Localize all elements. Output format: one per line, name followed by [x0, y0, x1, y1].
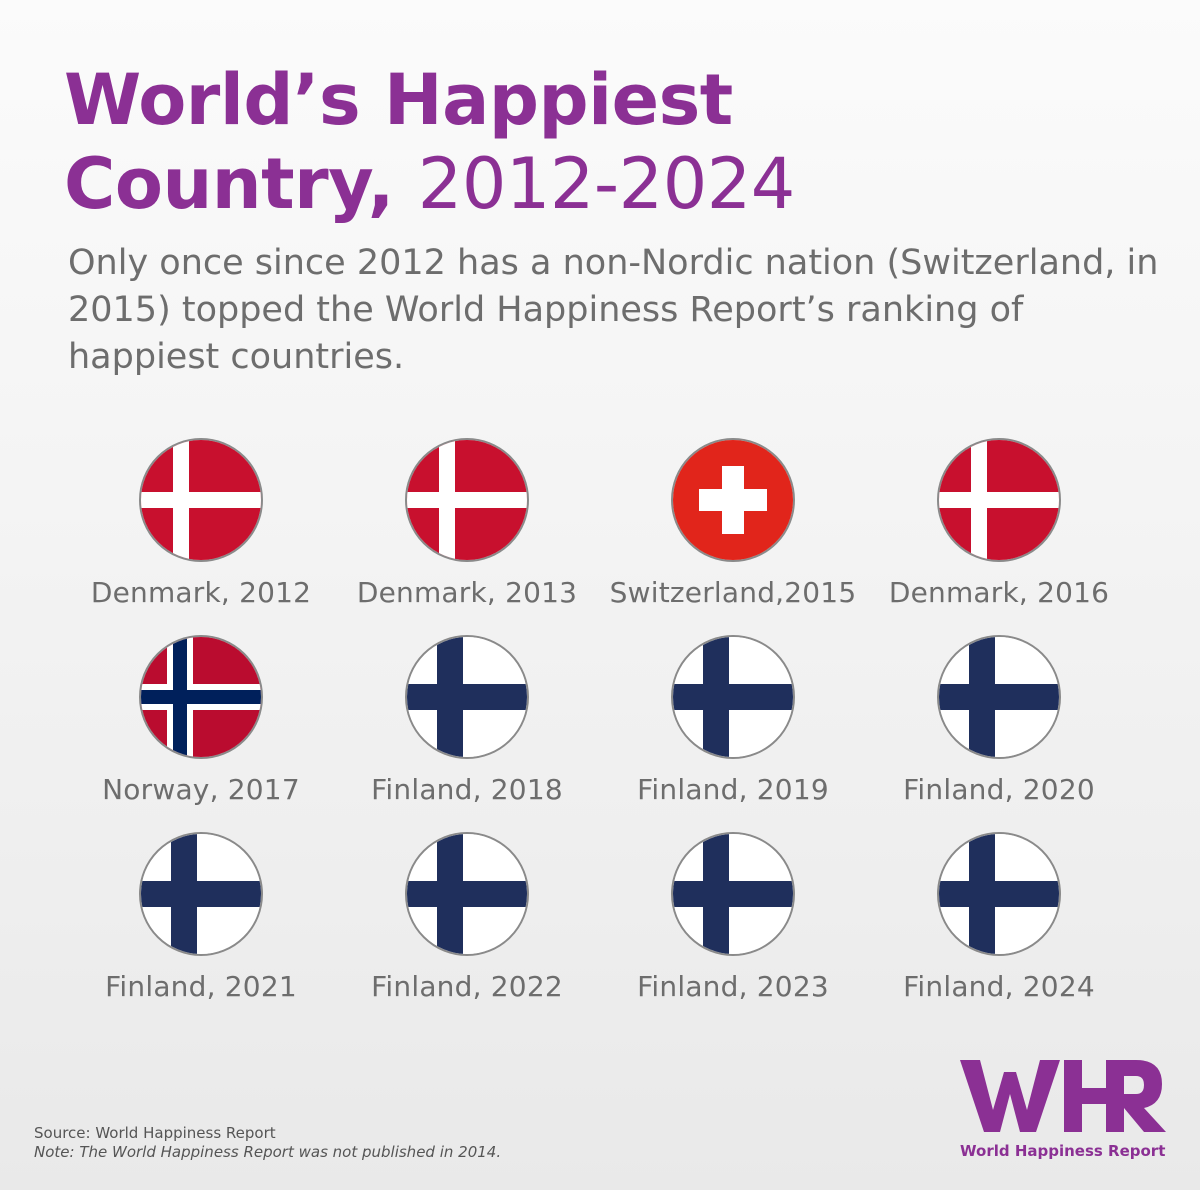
switzerland-flag-icon [671, 438, 795, 562]
country-year-label: Denmark, 2012 [90, 576, 312, 609]
whr-logo: World Happiness Report [960, 1058, 1170, 1160]
title-line-1: World’s Happiest [64, 59, 733, 141]
finland-flag-icon [139, 832, 263, 956]
country-year-label: Finland, 2018 [371, 773, 563, 806]
finland-flag-icon [405, 635, 529, 759]
subtitle: Only once since 2012 has a non-Nordic na… [68, 243, 1159, 377]
country-entry: Finland, 2023 [600, 832, 866, 1029]
country-entry: Denmark, 2016 [866, 438, 1132, 635]
logo-text: World Happiness Report [960, 1142, 1166, 1160]
denmark-flag-icon [139, 438, 263, 562]
country-year-label: Switzerland,2015 [609, 576, 857, 609]
country-entry: Denmark, 2013 [334, 438, 600, 635]
country-year-label: Finland, 2020 [903, 773, 1095, 806]
finland-flag-icon [671, 635, 795, 759]
country-year-label: Finland, 2021 [105, 970, 297, 1003]
country-year-label: Finland, 2024 [903, 970, 1095, 1003]
country-entry: Denmark, 2012 [68, 438, 334, 635]
country-year-label: Finland, 2023 [637, 970, 829, 1003]
country-year-label: Denmark, 2013 [356, 576, 578, 609]
country-entry: Finland, 2018 [334, 635, 600, 832]
country-entry: Finland, 2019 [600, 635, 866, 832]
country-year-label: Denmark, 2016 [888, 576, 1110, 609]
country-entry: Finland, 2021 [68, 832, 334, 1029]
country-entry: Finland, 2022 [334, 832, 600, 1029]
finland-flag-icon [937, 635, 1061, 759]
country-year-label: Finland, 2019 [637, 773, 829, 806]
norway-flag-icon [139, 635, 263, 759]
country-year-label: Norway, 2017 [102, 773, 300, 806]
title-line-2-light: 2012-2024 [417, 143, 796, 225]
country-entry: Finland, 2024 [866, 832, 1132, 1029]
denmark-flag-icon [405, 438, 529, 562]
finland-flag-icon [671, 832, 795, 956]
country-entry: Finland, 2020 [866, 635, 1132, 832]
whr-logo-mark-icon [960, 1060, 1166, 1132]
publication-note: Note: The World Happiness Report was not… [34, 1143, 502, 1161]
country-entry: Norway, 2017 [68, 635, 334, 832]
title-line-2-bold: Country, [64, 143, 394, 225]
denmark-flag-icon [937, 438, 1061, 562]
finland-flag-icon [937, 832, 1061, 956]
country-entry: Switzerland,2015 [600, 438, 866, 635]
finland-flag-icon [405, 832, 529, 956]
page-title: World’s Happiest Country, 2012-2024 [64, 58, 1164, 226]
country-grid: Denmark, 2012 Denmark, 2013 Switzerland,20… [68, 438, 1132, 1029]
source-note: Source: World Happiness Report Note: The… [34, 1124, 501, 1162]
country-year-label: Finland, 2022 [371, 970, 563, 1003]
source-text: Source: World Happiness Report [34, 1124, 276, 1142]
